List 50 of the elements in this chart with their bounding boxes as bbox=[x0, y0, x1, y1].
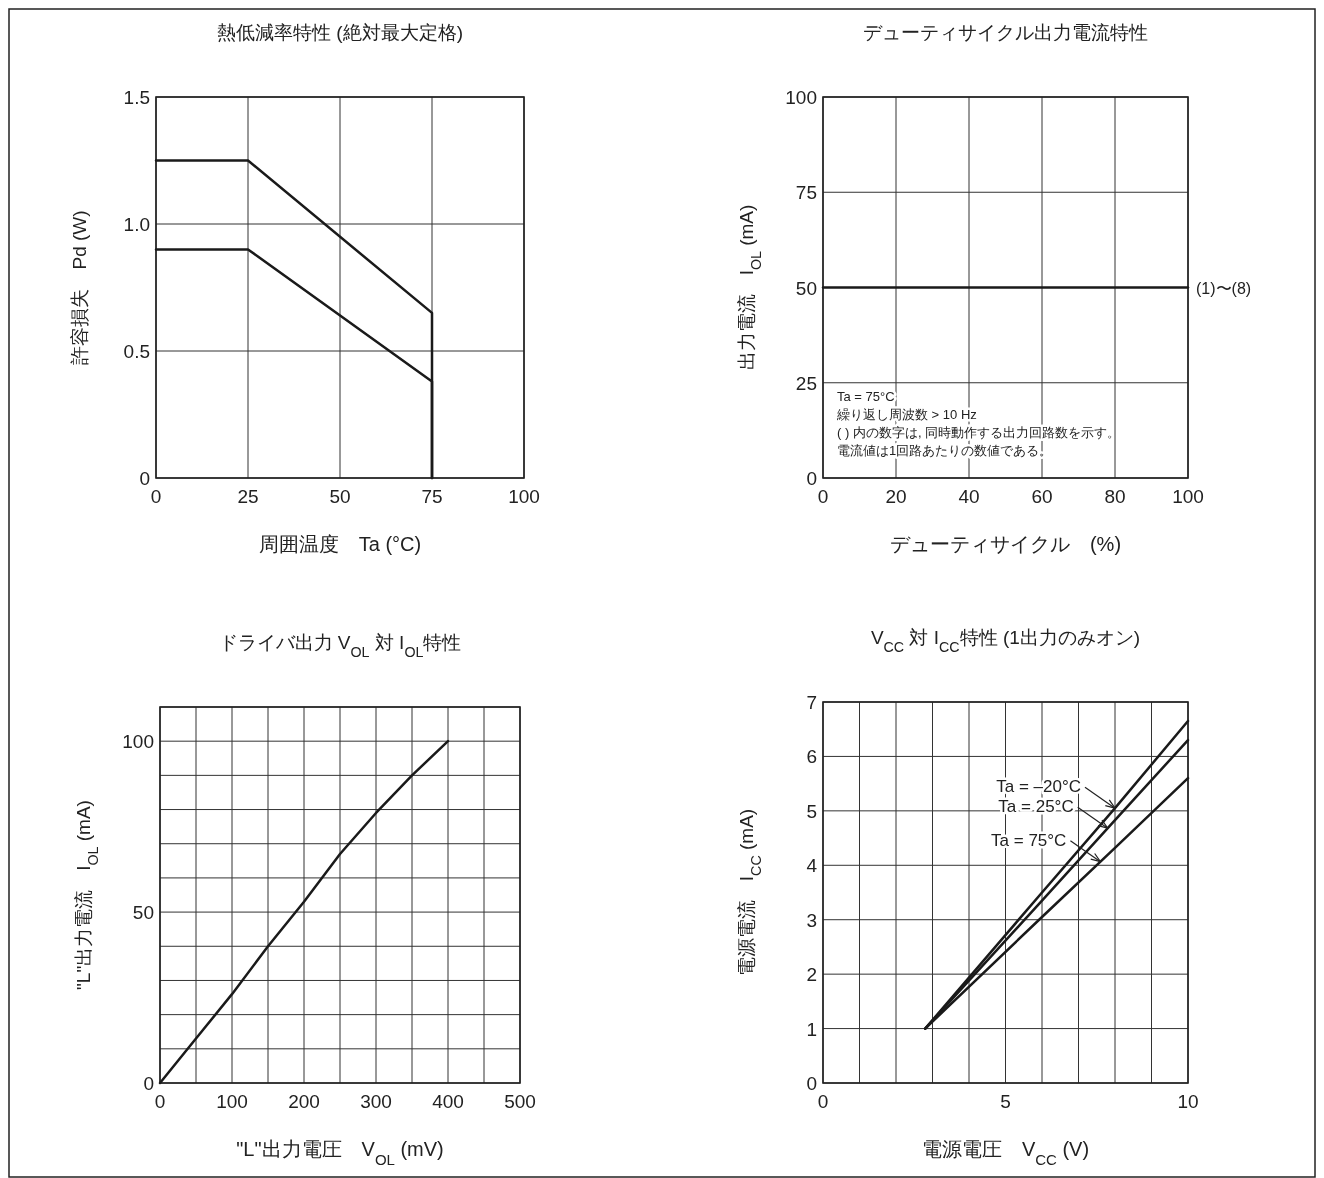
x-tick-label: 5 bbox=[1000, 1091, 1011, 1112]
y-tick-label: 0 bbox=[806, 468, 817, 489]
annotation: Ta = 75°C bbox=[837, 388, 895, 404]
y-tick-label: 100 bbox=[122, 731, 154, 753]
y-tick-label: 1 bbox=[806, 1018, 817, 1040]
y-tick-label: 7 bbox=[806, 692, 817, 713]
annotation: (1)〜(8) bbox=[1196, 279, 1252, 297]
x-tick-label: 100 bbox=[216, 1091, 248, 1112]
x-tick-label: 20 bbox=[885, 486, 907, 507]
y-tick-label: 2 bbox=[806, 964, 817, 986]
y-tick-label: 100 bbox=[785, 87, 817, 108]
x-tick-label: 200 bbox=[288, 1091, 320, 1112]
x-tick-label: 100 bbox=[508, 486, 540, 507]
annotation: ( ) 内の数字は, 同時動作する出力回路数を示す。 bbox=[837, 424, 1121, 440]
x-tick-label: 80 bbox=[1104, 486, 1126, 507]
x-tick-label: 60 bbox=[1031, 486, 1053, 507]
chart-title: V$_{CC}$ 対 I$_{CC}$特性 (1出力のみオン) bbox=[870, 627, 1141, 655]
x-tick-label: 25 bbox=[237, 486, 259, 507]
y-tick-label: 0 bbox=[143, 1073, 154, 1094]
y-tick-label: 5 bbox=[806, 800, 817, 822]
x-tick-label: 75 bbox=[421, 486, 443, 507]
y-axis-title: 許容損失 Pd (W) bbox=[69, 210, 90, 365]
x-axis-title: 周囲温度 Ta (°C) bbox=[258, 533, 422, 555]
chart-title: 熱低減率特性 (絶対最大定格) bbox=[217, 22, 463, 43]
x-tick-label: 300 bbox=[360, 1091, 392, 1112]
x-tick-label: 50 bbox=[329, 486, 351, 507]
x-tick-label: 500 bbox=[504, 1091, 536, 1112]
x-axis-title: "L"出力電圧 V$_{OL}$ (mV) bbox=[236, 1138, 444, 1168]
x-tick-label: 100 bbox=[1172, 486, 1204, 507]
x-tick-label: 10 bbox=[1177, 1091, 1199, 1112]
y-tick-label: 0.5 bbox=[123, 341, 150, 362]
y-tick-label: 75 bbox=[795, 182, 817, 204]
annotation: 繰り返し周波数 > 10 Hz bbox=[836, 406, 977, 422]
x-tick-label: 400 bbox=[432, 1091, 464, 1112]
chart-title: ドライバ出力 V$_{OL}$ 対 I$_{OL}$特性 bbox=[218, 632, 462, 660]
y-tick-label: 1.0 bbox=[123, 214, 150, 235]
y-tick-label: 3 bbox=[806, 909, 817, 931]
chart-title: デューティサイクル出力電流特性 bbox=[863, 22, 1148, 43]
x-tick-label: 40 bbox=[958, 486, 980, 507]
y-tick-label: 25 bbox=[795, 372, 817, 394]
y-tick-label: 4 bbox=[806, 855, 818, 877]
x-axis-title: 電源電圧 V$_{CC}$ (V) bbox=[921, 1138, 1090, 1168]
x-axis-title: デューティサイクル (%) bbox=[889, 533, 1122, 555]
y-tick-label: 50 bbox=[795, 277, 817, 299]
annotation: 電流値は1回路あたりの数値である。 bbox=[837, 442, 1053, 458]
y-tick-label: 50 bbox=[132, 902, 154, 924]
y-tick-label: 0 bbox=[806, 1073, 817, 1094]
y-tick-label: 0 bbox=[139, 468, 150, 489]
y-tick-label: 1.5 bbox=[123, 87, 150, 108]
y-tick-label: 6 bbox=[806, 746, 817, 768]
